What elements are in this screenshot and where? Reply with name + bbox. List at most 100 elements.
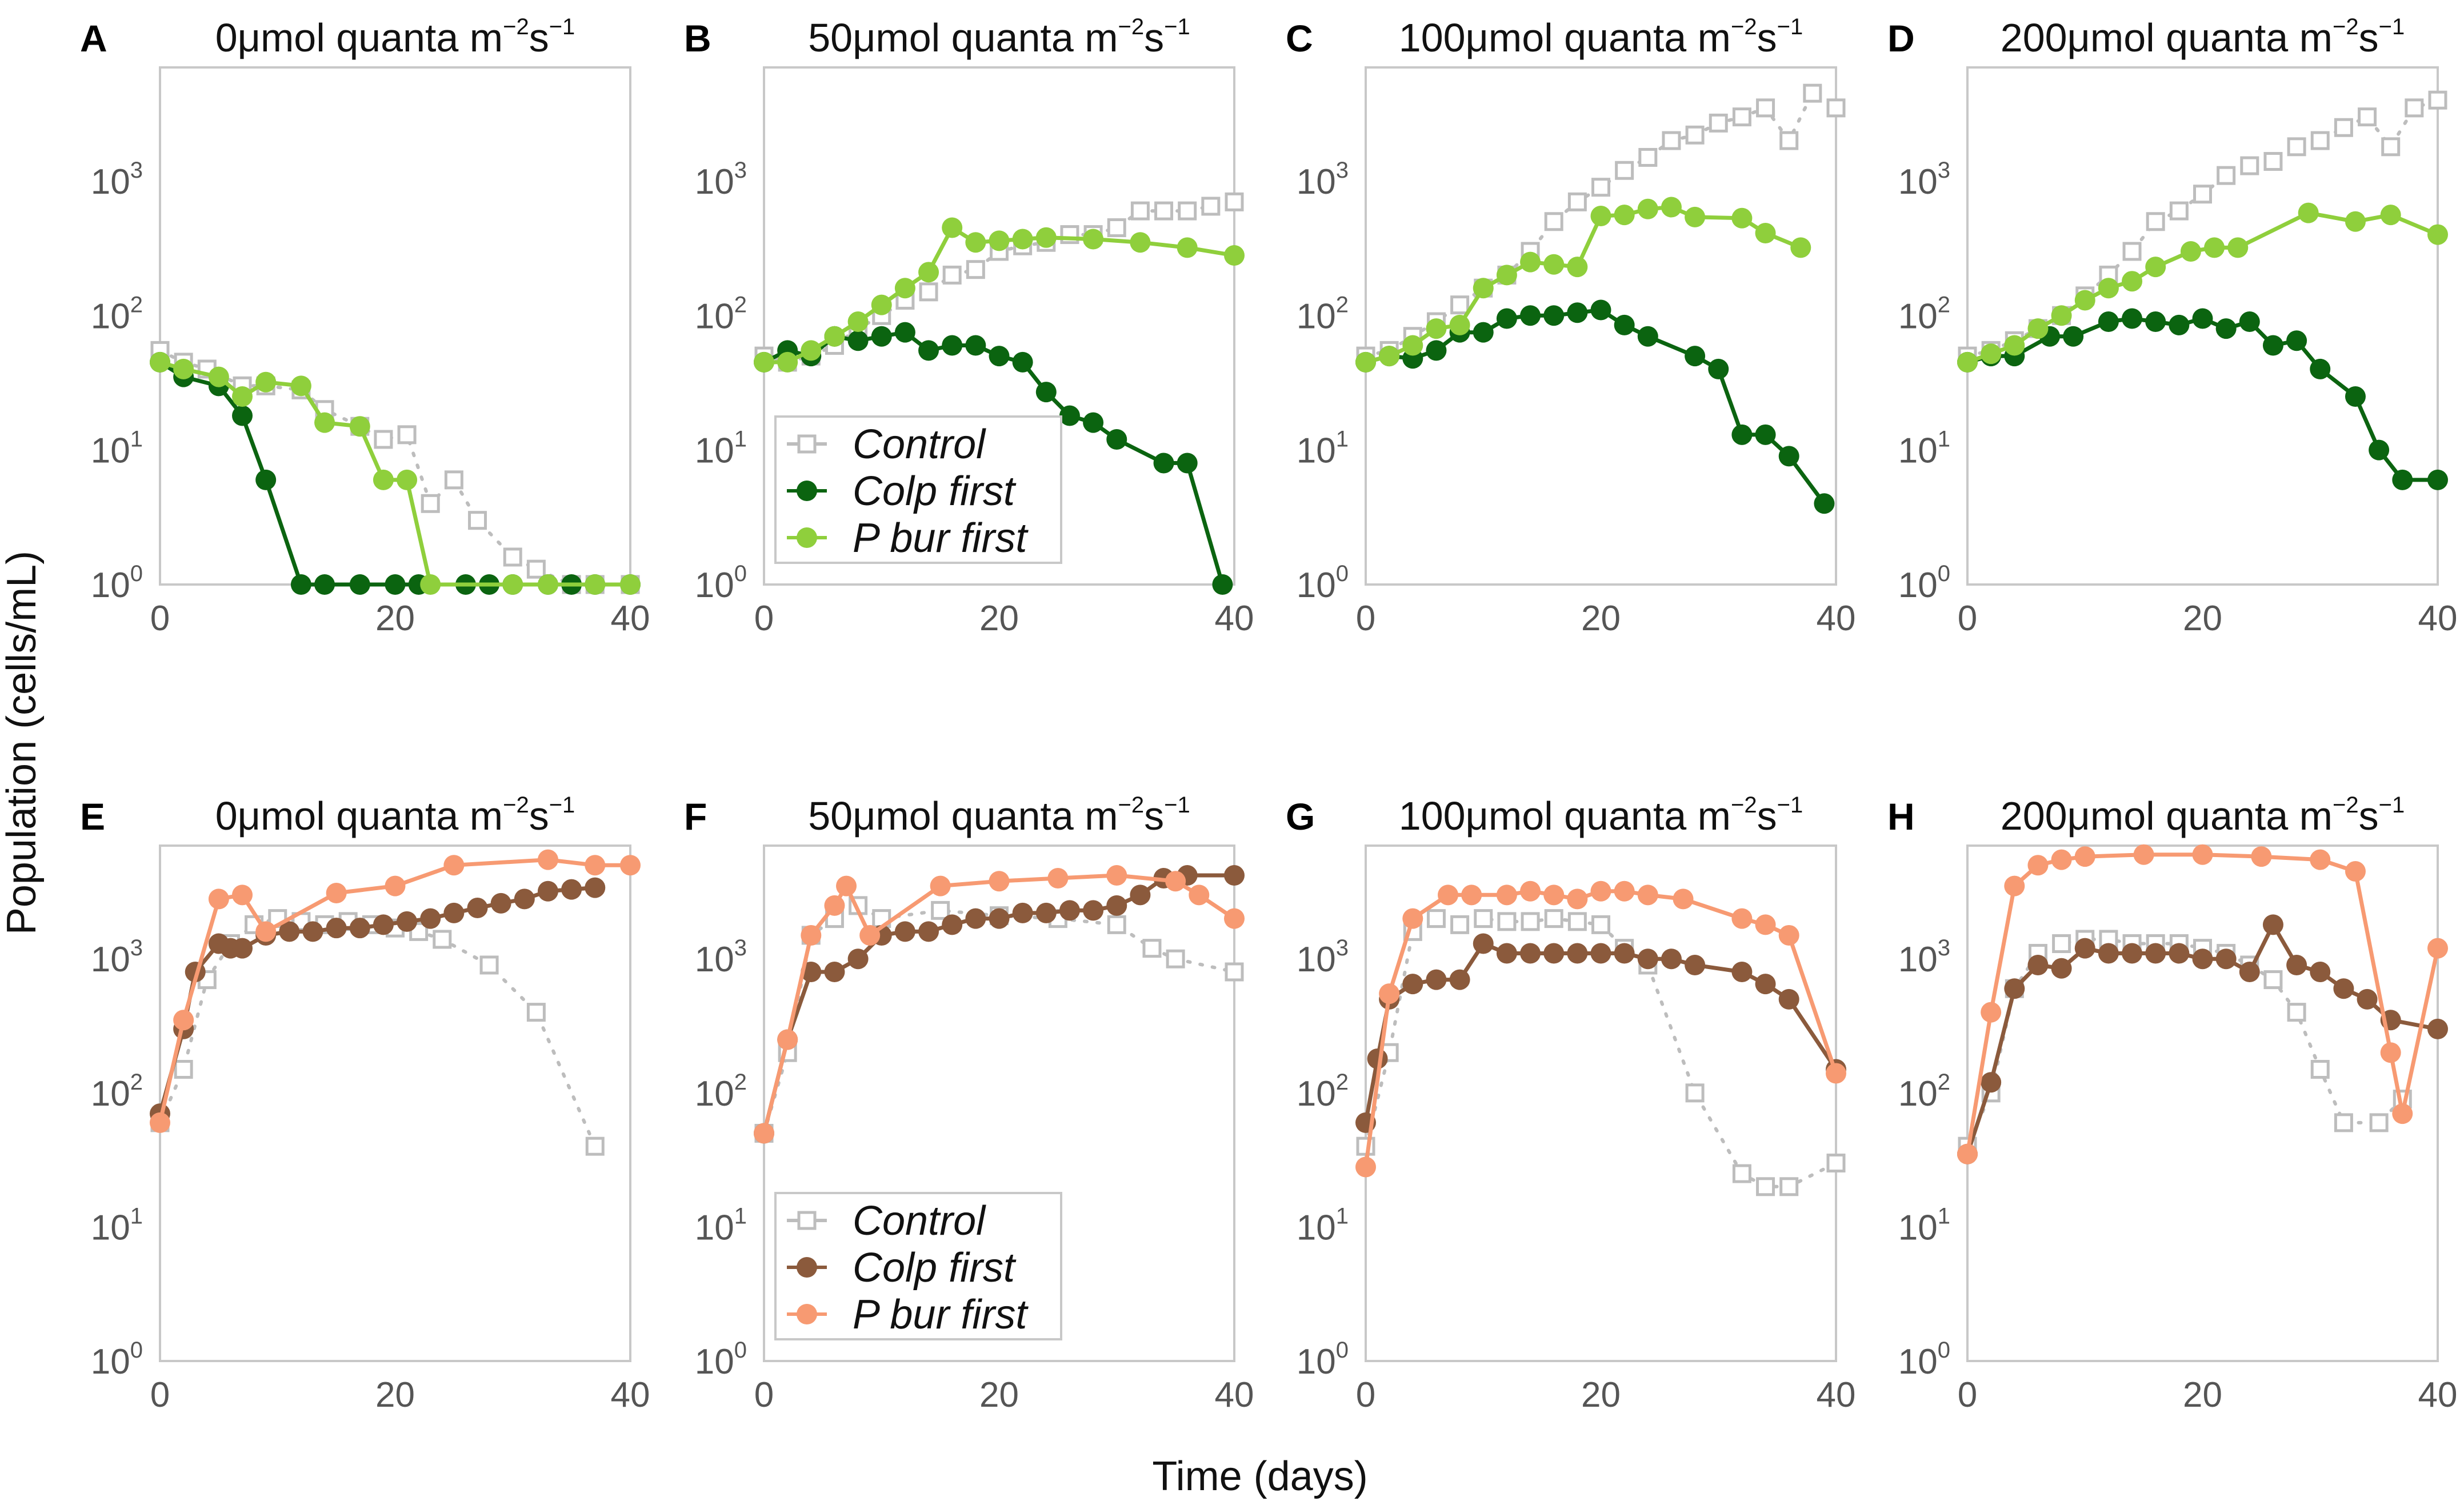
data-point-circle (2392, 469, 2413, 490)
y-tick-base: 10 (695, 566, 734, 605)
data-point-circle (1402, 974, 1423, 995)
y-tick-base: 10 (1297, 162, 1336, 202)
data-point-circle (385, 574, 406, 595)
data-point-circle (847, 948, 869, 970)
title-mid: s (529, 794, 549, 838)
panel-letter: B (684, 17, 711, 59)
data-point-circle (349, 416, 370, 437)
data-point-circle (1355, 1156, 1376, 1178)
data-point-circle (1177, 237, 1198, 258)
data-point-circle (349, 918, 370, 939)
y-tick-label: 102 (1898, 1070, 1950, 1114)
data-point-circle (1957, 1143, 1978, 1164)
data-point-circle (208, 888, 229, 910)
title-mid: s (1757, 15, 1777, 60)
x-tick-label: 0 (150, 599, 170, 638)
data-point-circle (1520, 251, 1541, 273)
data-point-circle (2145, 311, 2166, 333)
y-tick-base: 10 (695, 1208, 734, 1247)
title-sup1: −2 (503, 792, 529, 818)
data-point-circle (232, 405, 253, 426)
data-point-circle (397, 911, 418, 932)
y-tick-exponent: 1 (1938, 1203, 1950, 1228)
data-point-circle (1035, 227, 1057, 248)
data-point-circle (290, 375, 311, 397)
data-point-circle (1496, 943, 1517, 964)
data-point-circle (2310, 358, 2331, 379)
data-point-circle (2133, 844, 2154, 865)
data-point-circle (150, 351, 170, 373)
data-point-square (397, 425, 417, 445)
data-point-circle (1685, 954, 1706, 975)
panel-title: 50μmol quanta m−2s−1 (808, 792, 1190, 838)
y-tick-base: 10 (1898, 566, 1938, 605)
panel-title: 0μmol quanta m−2s−1 (215, 792, 575, 838)
panel-letter: D (1887, 17, 1915, 59)
data-point-circle (1059, 900, 1080, 921)
data-point-square (1662, 131, 1681, 150)
data-point-circle (1826, 1063, 1846, 1084)
data-point-circle (1473, 322, 1494, 343)
y-tick-label: 102 (695, 1070, 747, 1114)
data-point-square (174, 1060, 193, 1079)
data-point-circle (1590, 943, 1611, 964)
y-tick-label: 101 (91, 427, 143, 471)
data-point-circle (620, 574, 641, 595)
data-point-circle (585, 574, 606, 595)
data-point-square (1709, 113, 1728, 133)
x-tick-label: 20 (979, 1375, 1019, 1415)
data-point-circle (1567, 302, 1588, 323)
data-point-circle (2357, 988, 2378, 1010)
data-point-square (2287, 137, 2306, 157)
series-p-bur-first (1355, 197, 1811, 373)
data-point-circle (1814, 493, 1835, 514)
y-tick-base: 10 (695, 431, 734, 471)
y-tick-exponent: 0 (734, 561, 747, 586)
data-point-circle (326, 882, 347, 903)
data-point-circle (1035, 382, 1057, 403)
data-point-circle (1673, 888, 1694, 910)
data-point-square (1732, 1164, 1751, 1183)
data-point-circle (1059, 405, 1080, 426)
data-point-square (1450, 295, 1470, 315)
y-tick-label: 101 (1297, 427, 1349, 471)
data-point-circle (1661, 948, 1682, 970)
data-point-circle (1731, 424, 1753, 445)
y-tick-exponent: 2 (1938, 292, 1950, 317)
data-point-circle (620, 855, 641, 876)
y-tick-exponent: 3 (130, 158, 143, 183)
data-point-circle (1790, 237, 1811, 258)
data-point-circle (859, 924, 881, 946)
x-tick-label: 0 (1958, 599, 1977, 638)
data-point-circle (894, 322, 915, 343)
y-tick-exponent: 1 (734, 427, 747, 452)
title-sup2: −1 (1164, 792, 1190, 818)
data-point-circle (1957, 351, 1978, 373)
y-tick-label: 103 (91, 158, 143, 202)
data-point-circle (585, 877, 606, 898)
data-point-circle (2027, 855, 2049, 876)
data-point-circle (537, 880, 558, 902)
data-point-circle (2345, 861, 2366, 882)
data-point-circle (1755, 223, 1776, 244)
data-point-square (1756, 1177, 1775, 1196)
x-tick-label: 40 (1215, 1375, 1254, 1415)
data-point-square (1591, 178, 1610, 197)
data-point-square (1474, 909, 1493, 928)
data-point-circle (2051, 305, 2072, 326)
series-colp-first (150, 877, 606, 1124)
title-title: 0μmol quanta m (215, 15, 503, 60)
data-point-square (931, 900, 950, 920)
data-point-circle (942, 335, 963, 356)
data-point-square (1803, 83, 1822, 103)
y-tick-label: 103 (1898, 158, 1950, 202)
data-point-square (1497, 912, 1517, 931)
data-point-circle (754, 351, 774, 373)
data-point-circle (1355, 351, 1376, 373)
data-point-circle (824, 326, 845, 347)
